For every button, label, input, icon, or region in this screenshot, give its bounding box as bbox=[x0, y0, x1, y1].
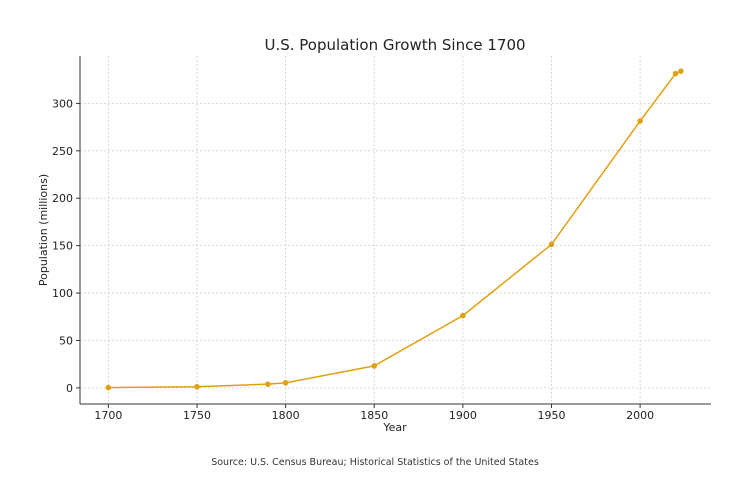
ticks: 1700 1750 1800 1850 1900 1950 2000 0 50 100 150 200… bbox=[52, 97, 654, 422]
x-tick-label: 1850 bbox=[360, 409, 388, 422]
data-point bbox=[105, 384, 112, 391]
y-axis-label: Population (millions) bbox=[37, 174, 50, 286]
data-point bbox=[548, 241, 555, 248]
y-tick-label: 300 bbox=[52, 97, 73, 110]
x-tick-label: 1750 bbox=[183, 409, 211, 422]
y-tick-label: 200 bbox=[52, 192, 73, 205]
data-point bbox=[194, 383, 200, 390]
x-tick-label: 1700 bbox=[94, 409, 122, 422]
x-tick-label: 1800 bbox=[272, 409, 300, 422]
data-point bbox=[282, 380, 289, 386]
y-tick-label: 100 bbox=[52, 287, 73, 300]
axes bbox=[79, 56, 711, 405]
gridlines bbox=[80, 56, 711, 404]
data-point bbox=[265, 381, 271, 387]
source-note: Source: U.S. Census Bureau; Historical S… bbox=[211, 457, 539, 468]
data-point bbox=[371, 363, 378, 369]
x-tick-label: 1950 bbox=[537, 409, 565, 422]
y-tick-label: 150 bbox=[52, 240, 73, 253]
y-tick-label: 250 bbox=[52, 145, 73, 158]
y-tick-label: 0 bbox=[66, 382, 73, 395]
x-tick-label: 2000 bbox=[626, 409, 654, 422]
series-line bbox=[108, 70, 682, 389]
data-point bbox=[637, 118, 643, 124]
data-point bbox=[672, 70, 679, 77]
data-point bbox=[460, 312, 466, 319]
data-point bbox=[678, 68, 684, 74]
x-axis-label: Year bbox=[382, 421, 407, 434]
y-tick-label: 50 bbox=[59, 334, 73, 347]
chart-title: U.S. Population Growth Since 1700 bbox=[264, 36, 525, 54]
x-tick-label: 1900 bbox=[449, 409, 477, 422]
series bbox=[105, 68, 684, 391]
